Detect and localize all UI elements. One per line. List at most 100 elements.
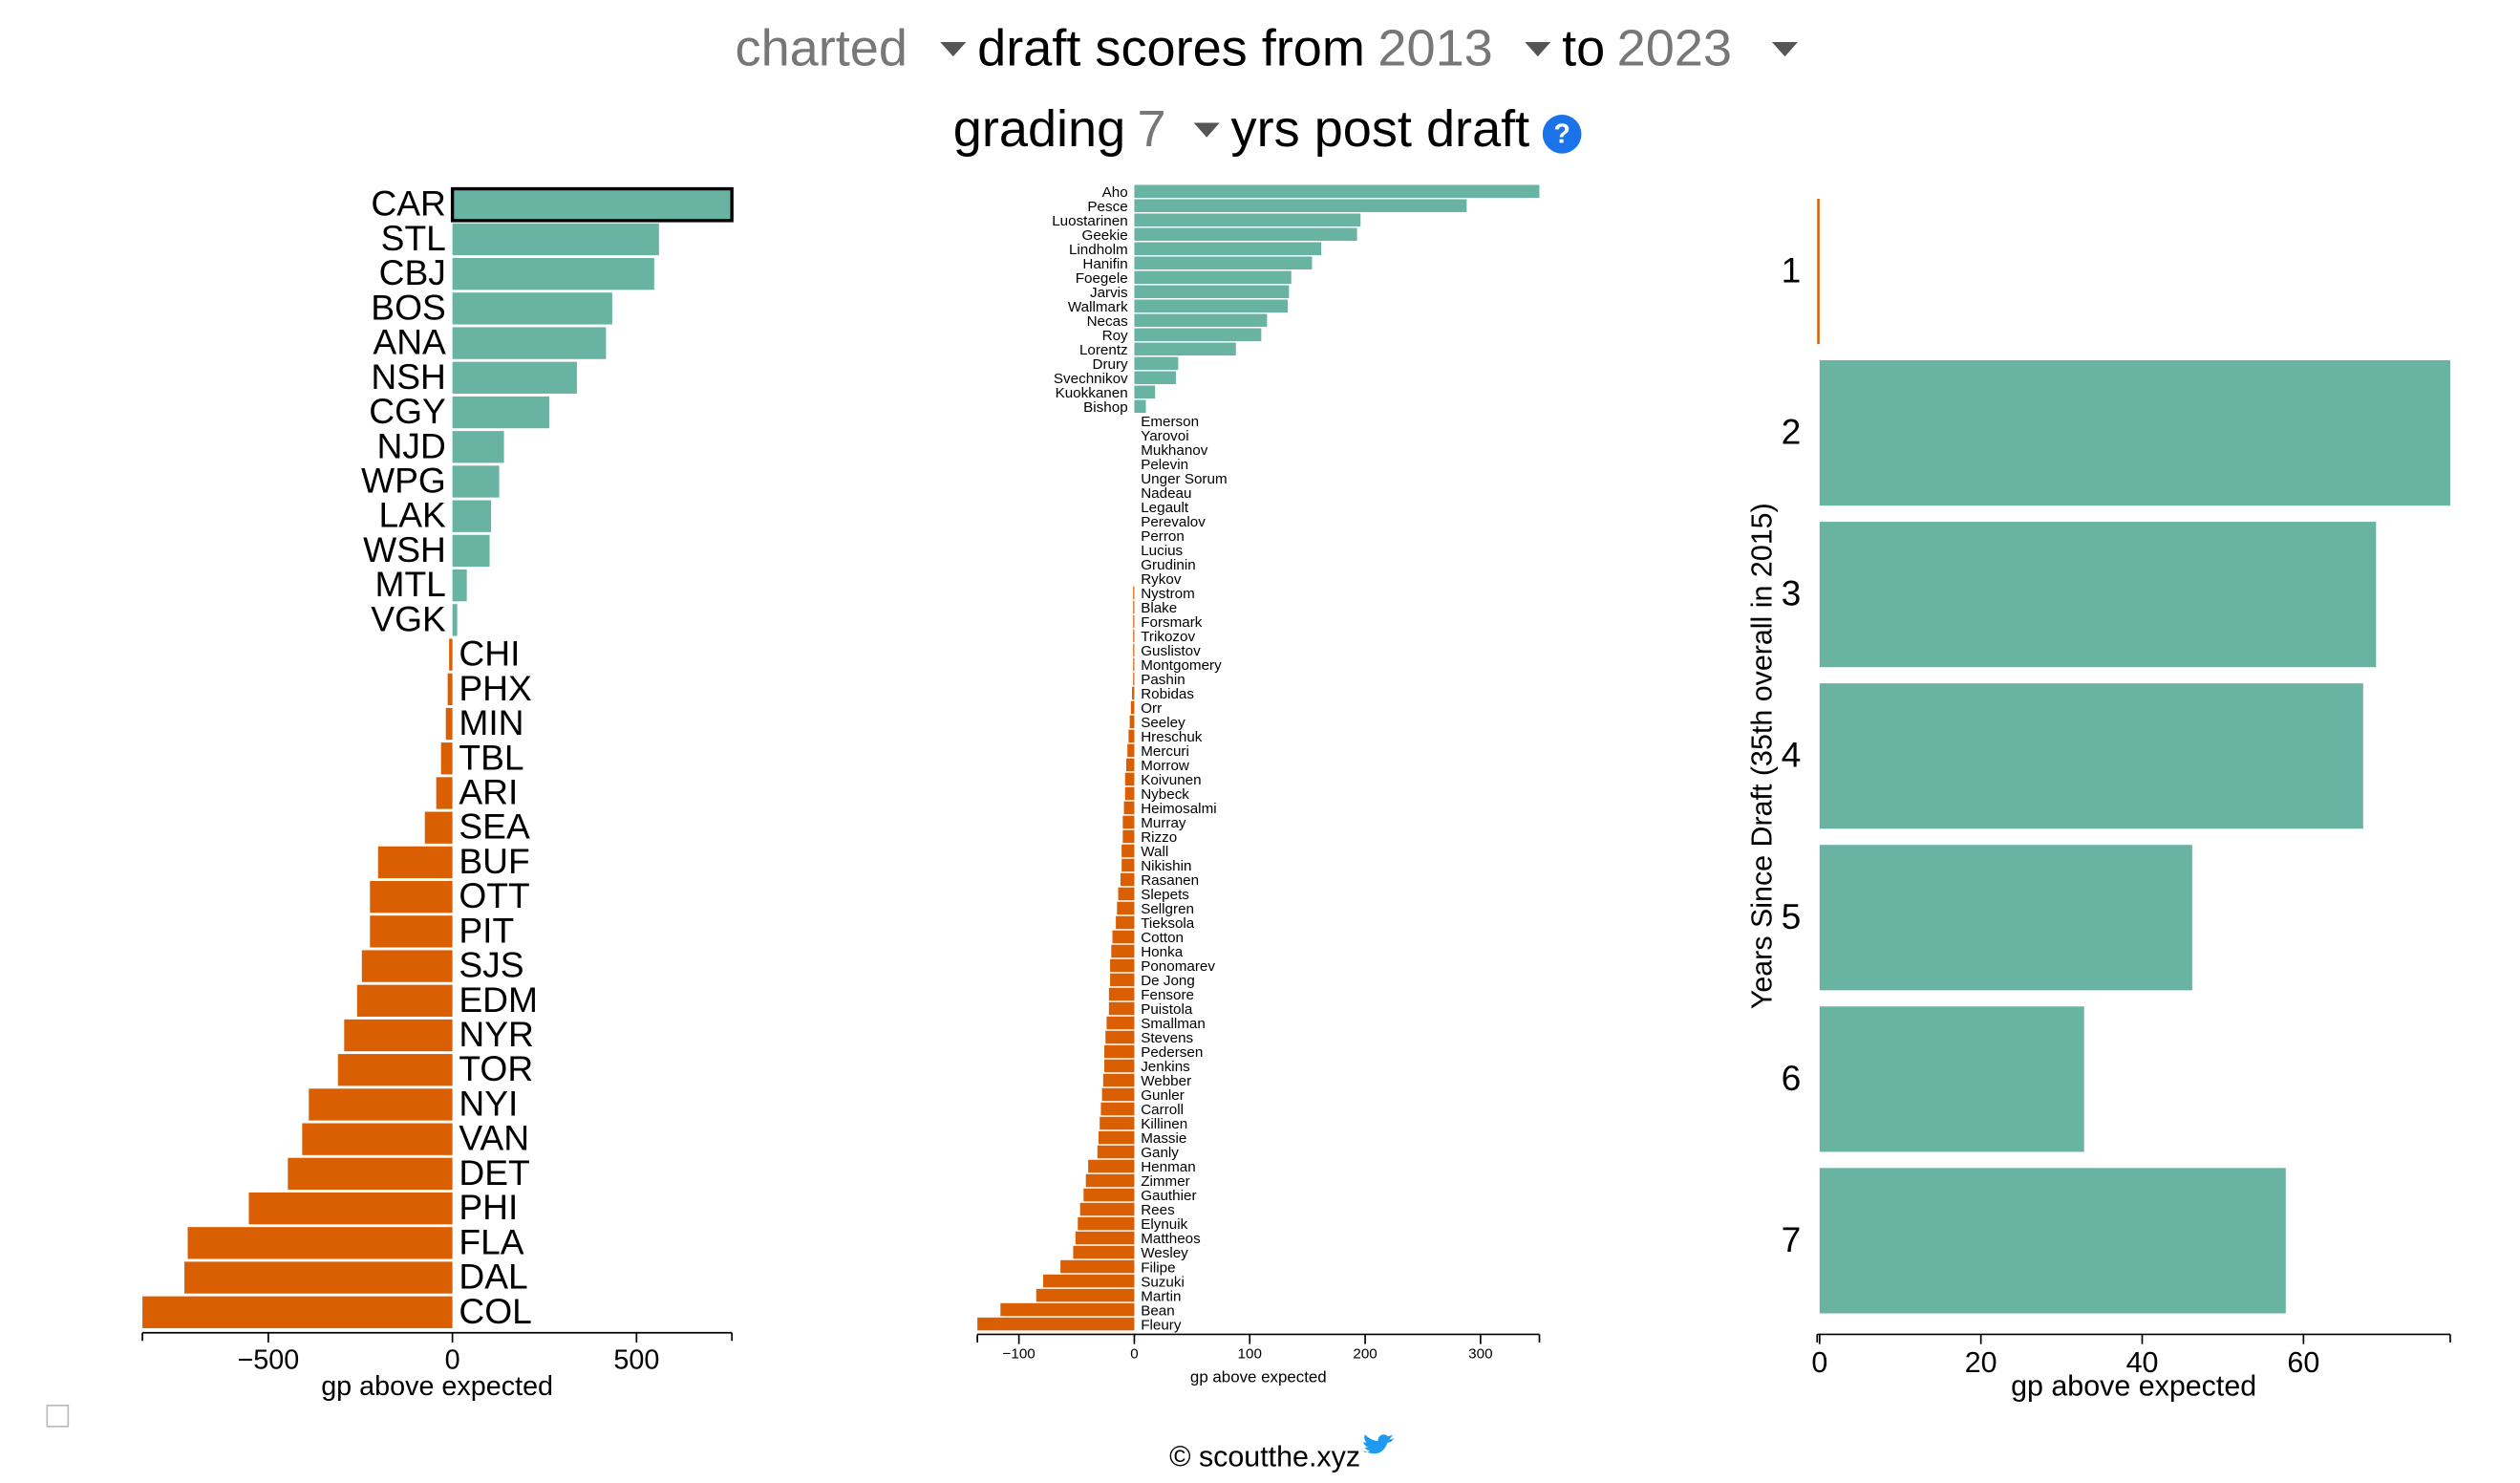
bar <box>452 534 490 568</box>
bar <box>1104 1044 1135 1059</box>
category-label: COL <box>459 1291 531 1331</box>
bar <box>1122 829 1135 844</box>
category-label: Wallmark <box>1068 299 1128 315</box>
category-label: Slepets <box>1141 887 1189 903</box>
bar <box>1101 1087 1135 1102</box>
category-label: Pelevin <box>1141 457 1188 473</box>
bar <box>452 292 612 325</box>
bar <box>1127 743 1135 758</box>
category-label: Gauthier <box>1141 1188 1196 1204</box>
category-label: Bishop <box>1083 399 1128 416</box>
bar <box>370 915 453 948</box>
twitter-icon[interactable] <box>1363 1434 1395 1454</box>
bar <box>452 258 654 290</box>
bar <box>1117 901 1135 915</box>
end-year-select[interactable]: 2023 <box>1617 19 1732 76</box>
bar <box>1102 1073 1135 1087</box>
checkbox[interactable] <box>46 1405 70 1428</box>
category-label: Robidas <box>1141 686 1194 702</box>
bar <box>1000 1302 1135 1317</box>
bar <box>1133 614 1135 629</box>
category-label: CHI <box>459 634 520 674</box>
x-tick-label: 0 <box>1811 1346 1827 1379</box>
bar <box>1100 1116 1135 1130</box>
bar <box>1134 356 1179 371</box>
dropdown-arrow[interactable] <box>940 41 967 57</box>
bar <box>1134 270 1292 285</box>
category-label: Jarvis <box>1090 285 1128 301</box>
category-label: Filipe <box>1141 1259 1175 1276</box>
bar <box>1134 328 1262 342</box>
y-axis-label: Years Since Draft (35th overall in 2015) <box>1746 503 1779 1009</box>
category-label: DET <box>459 1152 529 1193</box>
start-year-select[interactable]: 2013 <box>1377 19 1492 76</box>
header-text: grading <box>953 100 1125 158</box>
bar <box>1134 342 1236 356</box>
category-label: NSH <box>371 356 446 397</box>
category-label: Mukhanov <box>1141 442 1208 459</box>
help-icon[interactable] <box>1542 115 1582 154</box>
bar <box>449 638 453 671</box>
dropdown-arrow[interactable] <box>1525 41 1551 57</box>
category-label: Rasanen <box>1141 872 1199 889</box>
bar <box>1129 715 1135 729</box>
bar <box>288 1157 453 1191</box>
bar <box>1108 1001 1135 1016</box>
dropdown-arrow[interactable] <box>1771 41 1798 57</box>
bar <box>1105 1030 1135 1044</box>
x-tick-label: 60 <box>2287 1346 2319 1379</box>
category-label: DAL <box>459 1257 527 1297</box>
bar <box>370 880 453 913</box>
years-select[interactable]: 7 <box>1138 100 1166 158</box>
category-label: Kuokkanen <box>1056 385 1128 401</box>
x-axis-label: gp above expected <box>2011 1369 2256 1402</box>
category-label: MTL <box>374 564 445 604</box>
bar <box>1133 586 1135 600</box>
help-text[interactable]: ? <box>1553 119 1570 150</box>
category-label: 5 <box>1782 896 1802 936</box>
bar <box>1133 643 1135 657</box>
footer: © scoutthe.xyz <box>1169 1441 1360 1473</box>
category-label: Rykov <box>1141 571 1182 588</box>
category-label: Ganly <box>1141 1145 1179 1161</box>
bar <box>1110 973 1135 987</box>
category-label: Foegele <box>1076 270 1128 287</box>
category-label: Hreschuk <box>1141 729 1203 745</box>
x-tick-label: −100 <box>1003 1345 1036 1362</box>
category-label: Emerson <box>1141 414 1199 430</box>
bar <box>337 1054 453 1086</box>
bar <box>1036 1288 1135 1302</box>
dropdown-arrow[interactable] <box>1193 122 1220 138</box>
bar <box>1819 360 2450 506</box>
category-label: MIN <box>459 702 523 742</box>
category-label: Yarovoi <box>1141 428 1188 444</box>
x-tick-label: 0 <box>1130 1345 1138 1362</box>
bar <box>424 811 453 844</box>
bar <box>1110 958 1135 973</box>
bar <box>1100 1102 1135 1116</box>
category-label: Pedersen <box>1141 1044 1203 1061</box>
category-label: Tieksola <box>1141 915 1195 932</box>
bar <box>452 500 492 532</box>
bar <box>1121 844 1135 858</box>
bar <box>184 1261 453 1294</box>
x-axis-label: gp above expected <box>321 1371 553 1402</box>
category-label: Carroll <box>1141 1102 1184 1118</box>
category-label: 3 <box>1782 573 1802 613</box>
bar <box>1111 944 1135 958</box>
category-label: Sellgren <box>1141 901 1194 917</box>
x-tick-label: 40 <box>2126 1346 2159 1379</box>
category-label: ARI <box>459 771 518 811</box>
category-label: Luostarinen <box>1052 213 1127 229</box>
bar <box>1124 786 1135 801</box>
bar <box>1097 1145 1135 1159</box>
metric-select[interactable]: charted <box>736 19 908 76</box>
category-label: Koivunen <box>1141 772 1201 788</box>
bar <box>1120 872 1135 887</box>
bar <box>1134 299 1289 313</box>
category-label: Heimosalmi <box>1141 801 1216 817</box>
category-label: Wesley <box>1141 1245 1188 1261</box>
category-label: Nybeck <box>1141 786 1189 803</box>
category-label: VAN <box>459 1118 529 1158</box>
category-label: Mercuri <box>1141 743 1189 760</box>
